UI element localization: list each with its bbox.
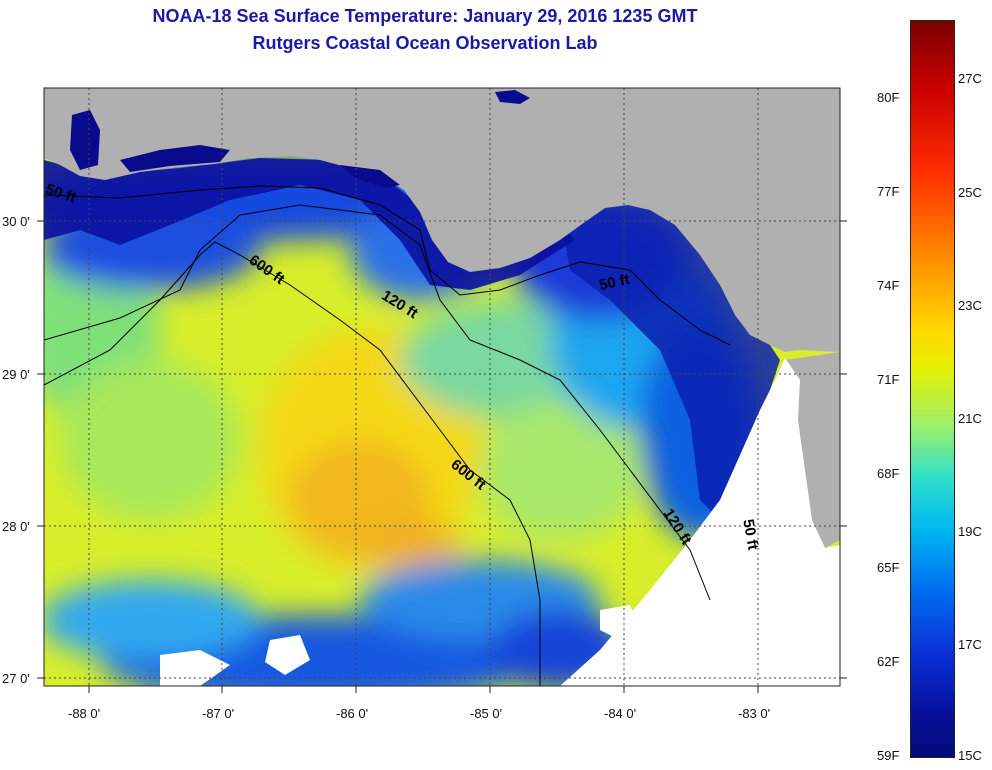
colorbar-label-c: 19C <box>958 524 982 539</box>
lon-tick-label: -86 0' <box>336 706 368 721</box>
lon-tick-label: -84 0' <box>604 706 636 721</box>
lat-tick-label: 27 0' <box>2 671 30 686</box>
lat-tick-label: 29 0' <box>2 367 30 382</box>
sst-map: 50 ft 600 ft 120 ft 50 ft 600 ft 120 ft … <box>0 0 992 770</box>
lon-tick-label: -85 0' <box>470 706 502 721</box>
lon-tick-label: -88 0' <box>68 706 100 721</box>
colorbar-label-f: 71F <box>877 372 899 387</box>
colorbar-label-f: 80F <box>877 90 899 105</box>
colorbar-label-f: 68F <box>877 466 899 481</box>
colorbar-label-f: 74F <box>877 278 899 293</box>
colorbar-label-c: 27C <box>958 71 982 86</box>
colorbar-label-f: 65F <box>877 560 899 575</box>
colorbar-label-c: 23C <box>958 298 982 313</box>
colorbar-label-c: 15C <box>958 748 982 763</box>
temperature-colorbar <box>910 20 955 758</box>
lat-tick-label: 30 0' <box>2 214 30 229</box>
colorbar-label-c: 25C <box>958 185 982 200</box>
lon-tick-label: -87 0' <box>202 706 234 721</box>
colorbar-label-f: 59F <box>877 748 899 763</box>
colorbar-label-f: 62F <box>877 654 899 669</box>
colorbar-label-f: 77F <box>877 184 899 199</box>
colorbar-label-c: 21C <box>958 411 982 426</box>
colorbar-label-c: 17C <box>958 637 982 652</box>
lat-tick-label: 28 0' <box>2 519 30 534</box>
lon-tick-label: -83 0' <box>738 706 770 721</box>
